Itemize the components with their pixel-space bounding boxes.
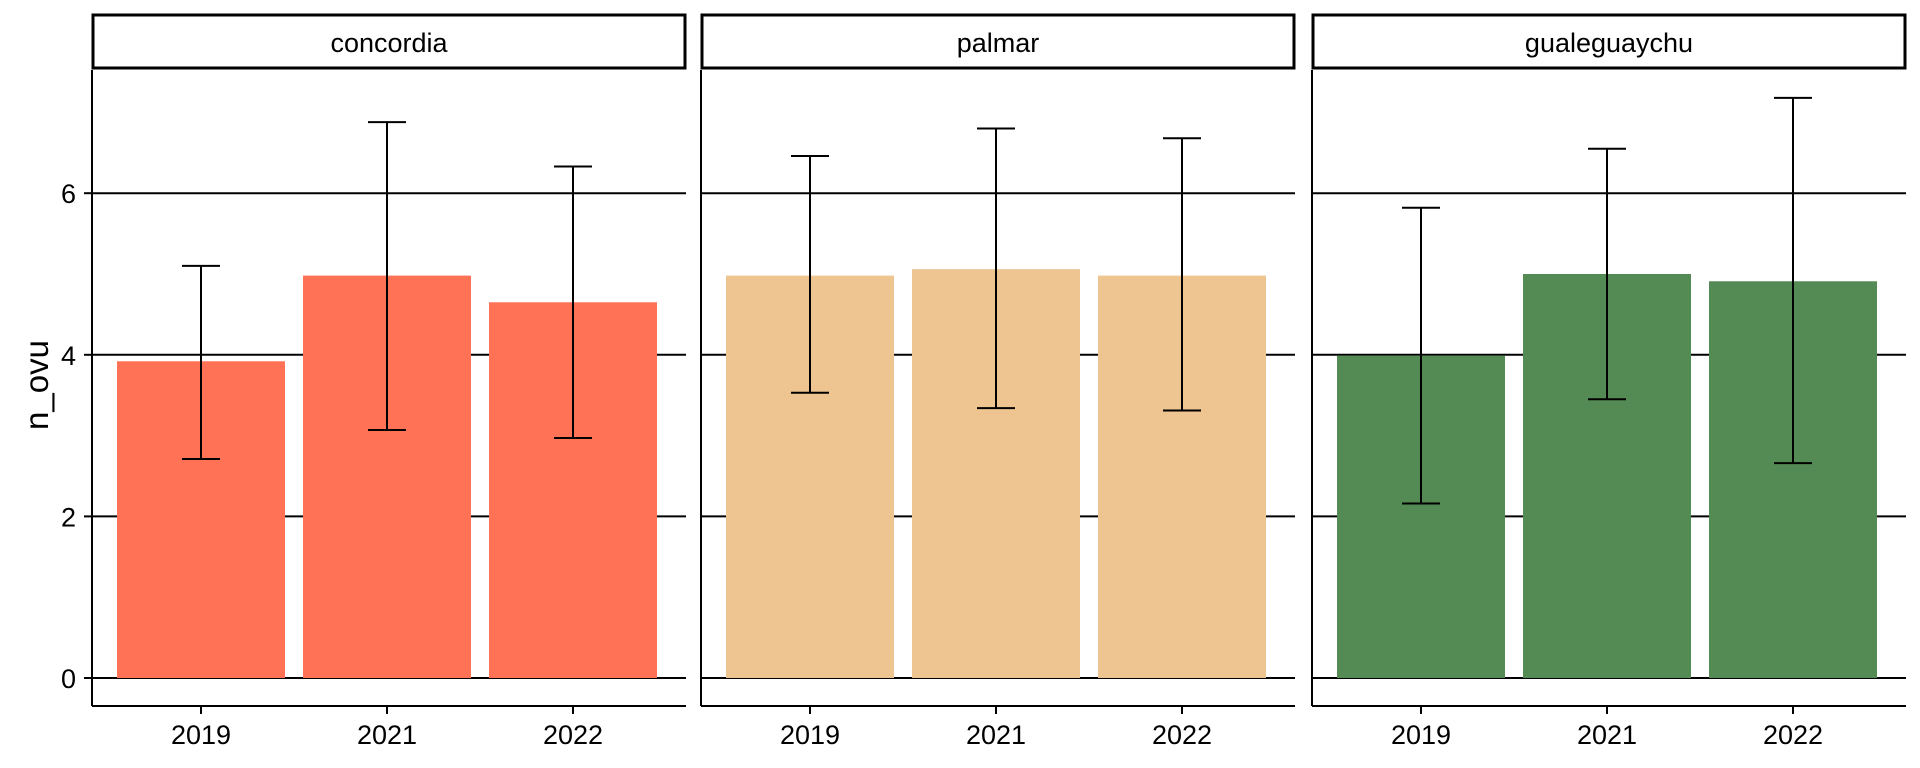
x-tick-label: 2022 [1763, 720, 1823, 750]
y-axis: 0 2 4 6 [61, 179, 92, 694]
x-tick-label: 2019 [1391, 720, 1451, 750]
x-tick-label: 2019 [780, 720, 840, 750]
error-bar-palmar-2021 [977, 127, 1015, 410]
facet-strip-label: gualeguaychu [1525, 28, 1693, 58]
y-tick-label: 2 [61, 502, 76, 532]
error-bar-gualeguaychu-2019 [1402, 206, 1440, 505]
x-tick-label: 2021 [357, 720, 417, 750]
x-tick-label: 2022 [1152, 720, 1212, 750]
error-bar-palmar-2022 [1163, 137, 1201, 412]
facet-strip [91, 13, 687, 70]
facet-strip [1311, 13, 1907, 70]
facet-strip-label: concordia [330, 28, 448, 58]
error-bar-concordia-2019 [182, 264, 220, 461]
facet-strip [700, 13, 1296, 70]
y-tick-label: 6 [61, 179, 76, 209]
y-tick-label: 4 [61, 341, 76, 371]
y-tick-label: 0 [61, 664, 76, 694]
error-bar-gualeguaychu-2021 [1588, 147, 1626, 401]
panel-concordia: concordia 2019 2021 2022 [91, 13, 687, 750]
error-bar-concordia-2021 [368, 121, 406, 431]
x-tick-label: 2022 [543, 720, 603, 750]
error-bar-concordia-2022 [554, 165, 592, 440]
facet-strip-label: palmar [957, 28, 1040, 58]
x-tick-label: 2021 [966, 720, 1026, 750]
error-bar-palmar-2019 [791, 155, 829, 394]
panel-gualeguaychu: gualeguaychu 2019 2021 2022 [1311, 13, 1907, 750]
error-bar-gualeguaychu-2022 [1774, 96, 1812, 465]
x-tick-label: 2019 [171, 720, 231, 750]
x-tick-label: 2021 [1577, 720, 1637, 750]
panel-palmar: palmar 2019 2021 2022 [700, 13, 1296, 750]
y-axis-title: n_ovu [18, 340, 55, 430]
